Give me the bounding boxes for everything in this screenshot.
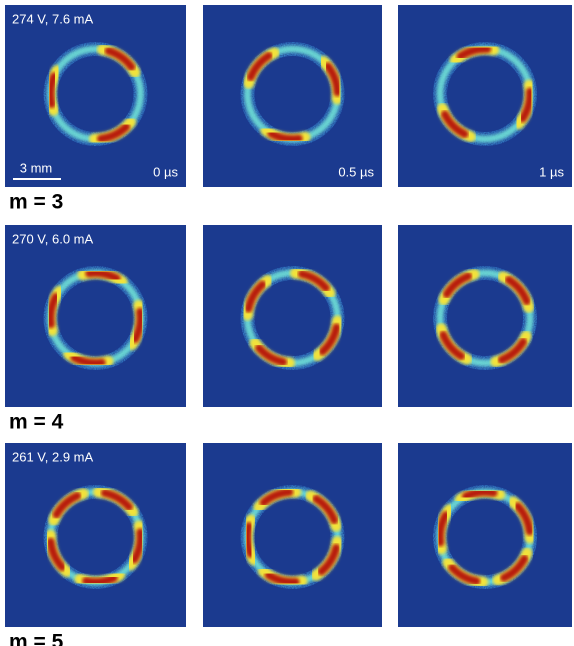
figure: 274 V, 7.6 mA 0 µs 3 mm 0.5 µs 1 µs m = 3 270 … — [0, 0, 574, 646]
panel-background — [203, 443, 382, 627]
image-panel: 274 V, 7.6 mA 0 µs 3 mm — [5, 5, 186, 187]
image-panel: 1 µs — [398, 5, 572, 187]
condition-label: 261 V, 2.9 mA — [12, 449, 94, 464]
image-panel: 0.5 µs — [203, 5, 382, 187]
panel-background — [5, 225, 186, 407]
lobe — [86, 578, 114, 582]
panels: 274 V, 7.6 mA 0 µs 3 mm 0.5 µs 1 µs m = 3 270 … — [5, 5, 572, 646]
image-panel — [398, 225, 572, 407]
panel-background — [203, 225, 382, 407]
time-label: 0 µs — [153, 164, 178, 179]
panel-background — [398, 225, 572, 407]
mode-label: m = 4 — [9, 411, 64, 434]
lobe — [51, 76, 55, 104]
lobe — [466, 492, 494, 496]
time-label: 0.5 µs — [338, 164, 374, 179]
scale-bar-label: 3 mm — [20, 160, 53, 175]
condition-label: 270 V, 6.0 mA — [12, 231, 94, 246]
panel-background — [398, 5, 572, 187]
image-panel — [203, 443, 382, 627]
image-panel — [398, 443, 572, 627]
panel-background — [5, 443, 186, 627]
time-label: 1 µs — [539, 164, 564, 179]
mode-label: m = 3 — [9, 191, 63, 214]
image-panel: 261 V, 2.9 mA — [5, 443, 186, 627]
image-panel: 270 V, 6.0 mA — [5, 225, 186, 407]
mode-label: m = 5 — [9, 631, 64, 646]
image-panel — [203, 225, 382, 407]
lobe — [247, 526, 250, 554]
panel-background — [398, 443, 572, 627]
panel-background — [203, 5, 382, 187]
condition-label: 274 V, 7.6 mA — [12, 11, 94, 26]
